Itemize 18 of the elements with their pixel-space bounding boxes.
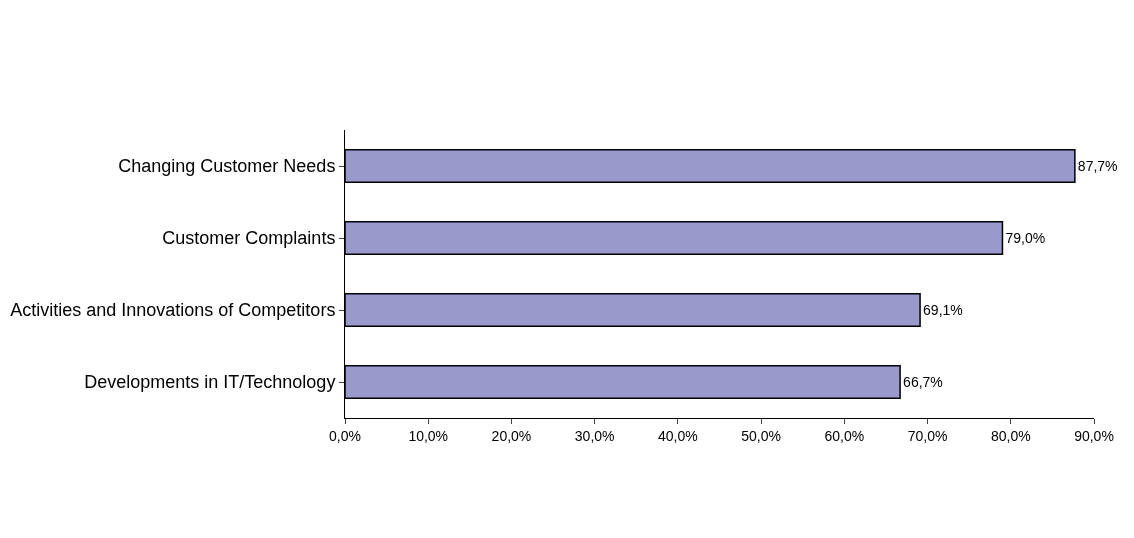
x-tick-label: 50,0%: [741, 427, 781, 444]
y-tick-label: Activities and Innovations of Competitors: [10, 300, 336, 321]
x-tick-label: 80,0%: [990, 427, 1031, 444]
data-label: 69,1%: [923, 302, 963, 318]
y-tick-label: Developments in IT/Technology: [84, 372, 336, 393]
x-tick-label: 20,0%: [491, 427, 532, 444]
x-tick-label: 30,0%: [574, 427, 615, 444]
x-tick-label: 0,0%: [329, 427, 361, 444]
y-tick-label: Customer Complaints: [162, 228, 336, 249]
x-tick-label: 70,0%: [907, 427, 948, 444]
x-tick-label: 10,0%: [408, 427, 449, 444]
data-label: 87,7%: [1077, 158, 1118, 174]
x-tick-label: 60,0%: [824, 427, 865, 444]
y-tick-label: Changing Customer Needs: [118, 156, 336, 177]
data-label: 66,7%: [903, 374, 943, 390]
data-label: 79,0%: [1005, 230, 1046, 246]
x-tick-label: 40,0%: [658, 427, 698, 444]
x-tick-label: 90,0%: [1074, 427, 1114, 444]
